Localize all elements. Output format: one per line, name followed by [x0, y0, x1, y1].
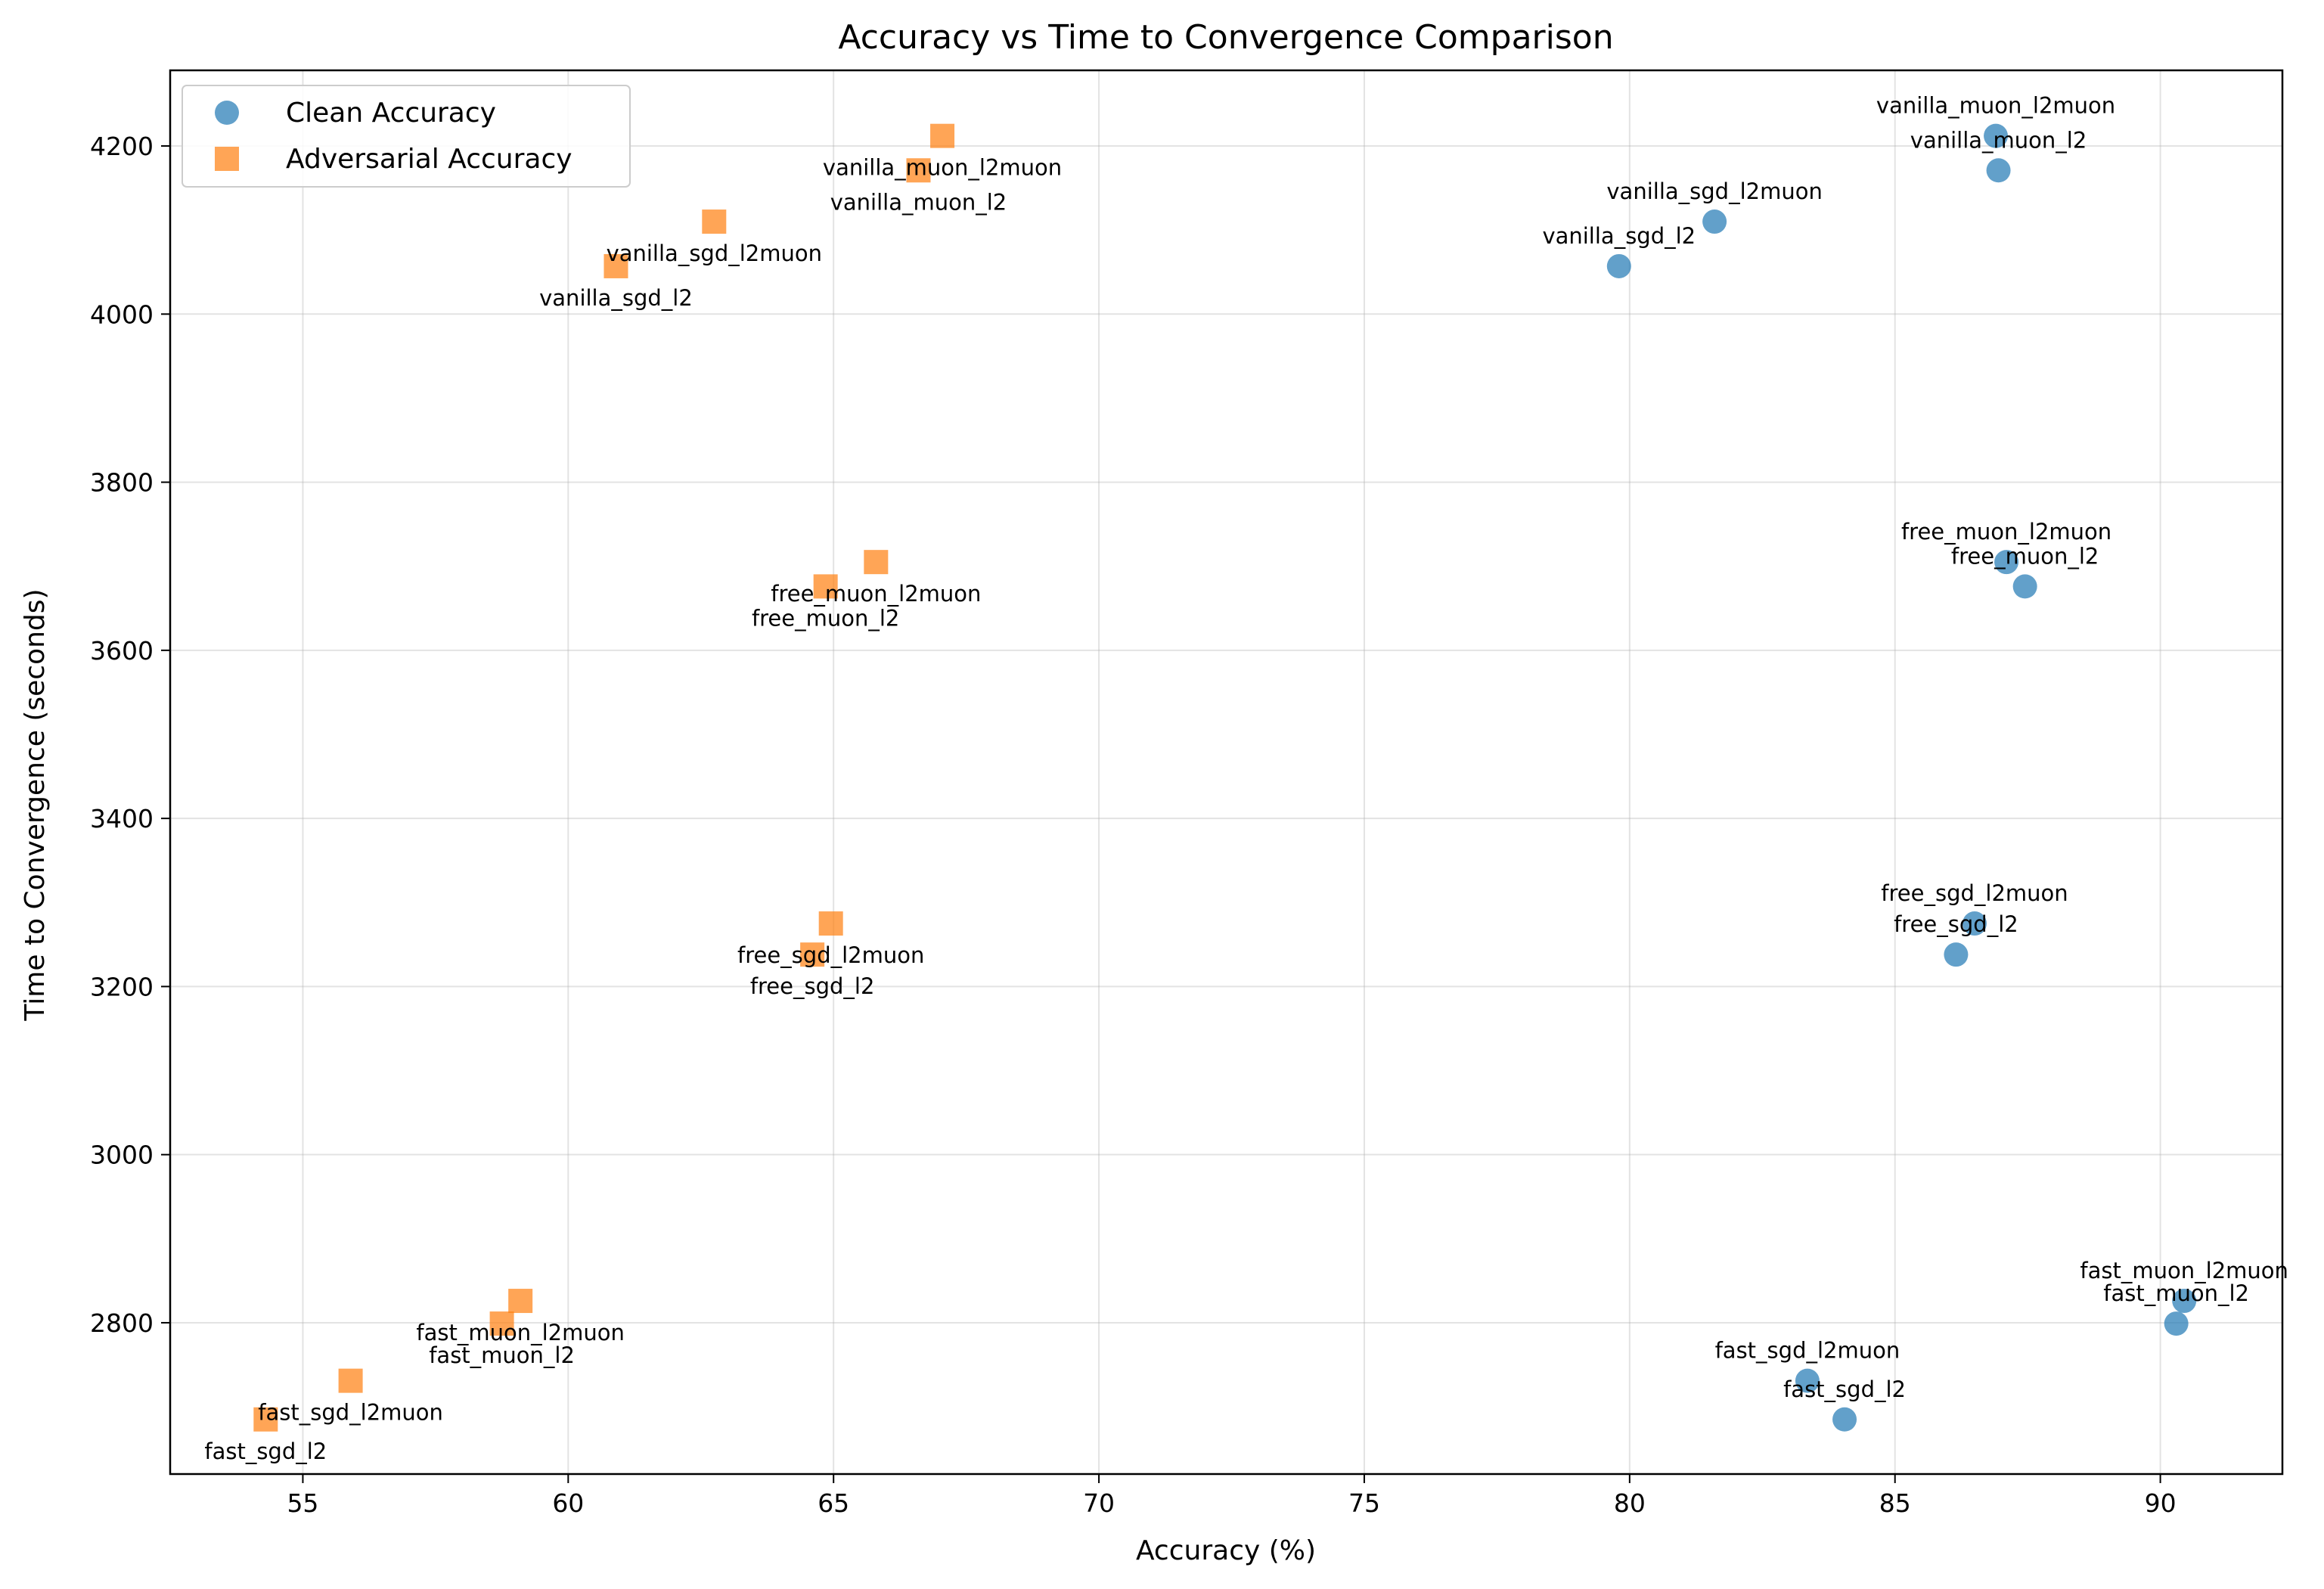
clean-point-label: free_sgd_l2muon: [1881, 880, 2068, 906]
clean-point-label: vanilla_muon_l2muon: [1876, 93, 2115, 119]
adversarial-point-label: free_muon_l2muon: [771, 581, 981, 607]
clean-accuracy-point: [1994, 550, 2019, 575]
x-tick-label: 75: [1348, 1488, 1380, 1518]
legend: Clean Accuracy Adversarial Accuracy: [182, 85, 631, 188]
adversarial-accuracy-point: [813, 574, 838, 599]
adversarial-point-label: free_muon_l2: [752, 605, 899, 631]
adversarial-accuracy-point: [338, 1368, 363, 1393]
adversarial-accuracy-point: [603, 253, 628, 278]
adversarial-point-label: fast_sgd_l2: [204, 1438, 327, 1464]
axis-ticks: 55 60 65 70 75 80 85 90 2800 3000 3200 3400 3600 3800…: [90, 132, 2177, 1518]
clean-point-label: fast_sgd_l2muon: [1715, 1338, 1900, 1364]
adversarial-accuracy-point: [702, 209, 727, 234]
grid-lines: [170, 70, 2282, 1474]
clean-accuracy-point: [1832, 1407, 1857, 1432]
adversarial-point-label: vanilla_muon_l2: [830, 189, 1007, 215]
x-tick-label: 60: [552, 1488, 584, 1518]
y-axis-label: Time to Convergence (seconds): [20, 588, 51, 1021]
adversarial-point-label: free_sgd_l2muon: [737, 942, 924, 968]
x-axis-label: Accuracy (%): [1136, 1535, 1316, 1566]
clean-point-label: free_muon_l2: [1951, 543, 2099, 569]
y-tick-label: 3400: [90, 804, 154, 833]
y-tick-label: 3000: [90, 1141, 154, 1170]
clean-accuracy-point: [1795, 1368, 1820, 1393]
clean-point-label: free_muon_l2muon: [1901, 519, 2111, 545]
clean-point-label: vanilla_sgd_l2muon: [1606, 178, 1822, 204]
adversarial-accuracy-point: [930, 123, 955, 148]
legend-label-clean: Clean Accuracy: [286, 98, 496, 129]
x-tick-label: 70: [1083, 1488, 1115, 1518]
data-points: [253, 123, 2197, 1432]
x-tick-label: 65: [818, 1488, 849, 1518]
clean-accuracy-point: [2172, 1289, 2197, 1314]
plot-frame: [169, 69, 2284, 1476]
legend-box: [182, 85, 631, 188]
y-tick-label: 4200: [90, 132, 154, 161]
adversarial-accuracy-point: [489, 1311, 514, 1336]
adversarial-point-label: fast_muon_l2: [429, 1342, 575, 1368]
clean-accuracy-point: [1944, 942, 1969, 967]
adversarial-accuracy-point: [800, 942, 825, 967]
y-tick-label: 3800: [90, 468, 154, 498]
adversarial-point-label: vanilla_sgd_l2muon: [607, 241, 822, 266]
chart-title: Accuracy vs Time to Convergence Comparis…: [838, 18, 1613, 57]
clean-point-label: fast_sgd_l2: [1783, 1376, 1906, 1402]
x-tick-label: 55: [287, 1488, 318, 1518]
clean-accuracy-point: [1702, 209, 1727, 234]
legend-label-adversarial: Adversarial Accuracy: [286, 144, 572, 175]
adversarial-accuracy-point: [253, 1407, 278, 1432]
y-tick-label: 2800: [90, 1308, 154, 1338]
clean-accuracy-point: [1986, 158, 2011, 183]
y-tick-label: 3600: [90, 636, 154, 666]
adversarial-accuracy-point: [906, 158, 931, 183]
legend-marker-clean: [215, 101, 239, 125]
clean-accuracy-point: [1606, 253, 1631, 278]
adversarial-accuracy-point: [818, 911, 843, 936]
legend-marker-adversarial: [215, 147, 239, 171]
clean-point-label: fast_muon_l2muon: [2080, 1258, 2288, 1283]
adversarial-point-label: fast_sgd_l2muon: [258, 1400, 443, 1426]
adversarial-accuracy-point: [864, 550, 889, 575]
adversarial-point-label: fast_muon_l2muon: [416, 1320, 624, 1345]
adversarial-point-label: vanilla_sgd_l2: [539, 285, 693, 311]
clean-accuracy-point: [1962, 911, 1987, 936]
x-tick-label: 90: [2145, 1488, 2177, 1518]
y-tick-label: 3200: [90, 972, 154, 1001]
point-labels: vanilla_muon_l2muonvanilla_muon_l2vanill…: [204, 93, 2288, 1464]
x-tick-label: 80: [1614, 1488, 1646, 1518]
clean-point-label: vanilla_muon_l2: [1910, 127, 2087, 153]
y-tick-label: 4000: [90, 299, 154, 329]
clean-point-label: vanilla_sgd_l2: [1542, 223, 1696, 249]
x-tick-label: 85: [1879, 1488, 1911, 1518]
adversarial-point-label: vanilla_muon_l2muon: [823, 155, 1062, 181]
clean-accuracy-point: [1984, 123, 2009, 148]
clean-accuracy-point: [2164, 1311, 2189, 1336]
clean-point-label: fast_muon_l2: [2103, 1280, 2249, 1306]
clean-point-label: free_sgd_l2: [1894, 911, 2018, 937]
adversarial-point-label: free_sgd_l2: [750, 973, 875, 999]
adversarial-accuracy-point: [508, 1289, 533, 1314]
clean-accuracy-point: [2012, 574, 2037, 599]
